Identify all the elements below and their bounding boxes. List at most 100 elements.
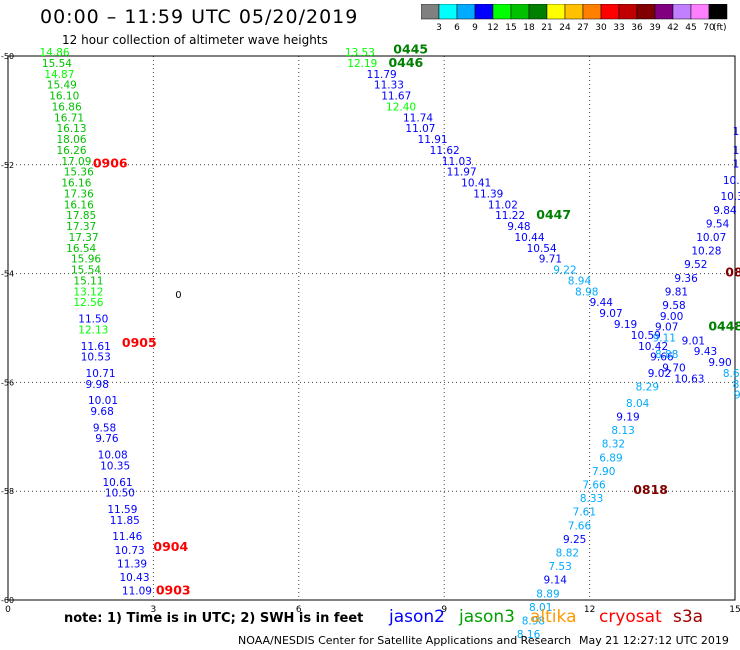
wave-height-value: 9.14 bbox=[544, 575, 568, 587]
wave-height-value: 9.25 bbox=[563, 534, 586, 546]
wave-height-value: 9.07 bbox=[655, 322, 678, 334]
pass-time-label: 0445 bbox=[393, 41, 428, 56]
colorbar-tick-label: 70 bbox=[703, 23, 715, 33]
colorbar-tick-label: 33 bbox=[613, 23, 624, 33]
wave-height-value: 9.58 bbox=[662, 300, 685, 312]
wave-height-value: 10.61 bbox=[103, 477, 133, 489]
wave-height-value: 11.07 bbox=[405, 123, 435, 135]
wave-height-value: 11.67 bbox=[381, 91, 411, 103]
wave-height-value: 10.43 bbox=[119, 572, 149, 584]
wave-height-value: 8.88 bbox=[655, 349, 678, 361]
wave-height-value: 10.44 bbox=[514, 232, 544, 244]
wave-height-value: 17.37 bbox=[66, 221, 96, 233]
wave-height-value: 7.66 bbox=[582, 479, 606, 491]
colorbar-tick-label: 12 bbox=[487, 23, 498, 33]
wave-height-value: 8.13 bbox=[611, 425, 634, 437]
wave-height-value: 8.5 bbox=[733, 379, 740, 391]
wave-height-value: 15.54 bbox=[42, 58, 72, 70]
x-tick-label: 12 bbox=[584, 605, 595, 615]
page-subtitle: 12 hour collection of altimeter wave hei… bbox=[62, 33, 328, 47]
x-tick-label: 3 bbox=[151, 605, 157, 615]
page-title: 00:00 – 11:59 UTC 05/20/2019 bbox=[40, 6, 359, 28]
wave-height-value: 17.09 bbox=[61, 156, 91, 168]
colorbar-tick-label: 18 bbox=[523, 23, 535, 33]
wave-height-value: 8.04 bbox=[626, 398, 650, 410]
wave-height-value: 9 bbox=[734, 390, 740, 402]
wave-height-value: 11.74 bbox=[403, 112, 433, 124]
wave-height-value: 16.26 bbox=[56, 145, 86, 157]
wave-height-value: 17.37 bbox=[69, 232, 99, 244]
pass-time-label: 0905 bbox=[122, 335, 157, 350]
wave-height-value: 7.61 bbox=[573, 507, 596, 519]
contour-label: 0 bbox=[175, 290, 181, 301]
wave-height-value: 11.03 bbox=[442, 156, 472, 168]
pass-time-label: 0447 bbox=[536, 207, 571, 222]
wave-height-value: 9.54 bbox=[706, 218, 730, 230]
generation-timestamp: May 21 12:27:12 UTC 2019 bbox=[579, 634, 729, 647]
colorbar-unit: (ft) bbox=[713, 23, 727, 33]
wave-height-value: 10.01 bbox=[88, 395, 118, 407]
wave-height-value: 12.19 bbox=[347, 58, 377, 70]
wave-height-value: 7.66 bbox=[568, 520, 592, 532]
wave-height-value: 11.09 bbox=[122, 586, 152, 598]
wave-height-value: 8.32 bbox=[602, 439, 625, 451]
wave-height-value: 11.50 bbox=[78, 314, 108, 326]
wave-height-value: 10.38 bbox=[720, 191, 740, 203]
wave-height-value: 11.39 bbox=[117, 558, 147, 570]
wave-height-value: 9.68 bbox=[90, 406, 113, 418]
pass-time-label: 0446 bbox=[388, 55, 423, 70]
wave-height-value: 8.16 bbox=[517, 629, 541, 641]
wave-height-value: 8.98 bbox=[522, 615, 545, 627]
wave-height-value: 8.29 bbox=[636, 382, 659, 394]
wave-height-value: 10.07 bbox=[696, 232, 726, 244]
wave-height-value: 15.49 bbox=[47, 80, 77, 92]
colorbar-tick-label: 27 bbox=[577, 23, 588, 33]
satellite-jason2-label: jason2 bbox=[389, 607, 445, 627]
wave-height-value: 10.63 bbox=[674, 373, 704, 385]
credit-text: NOAA/NESDIS Center for Satellite Applica… bbox=[238, 634, 572, 647]
wave-height-value: 16.16 bbox=[64, 199, 94, 211]
wave-height-value: 9.84 bbox=[713, 205, 737, 217]
wave-height-value: 9.00 bbox=[660, 311, 683, 323]
wave-height-value: 9.76 bbox=[95, 433, 119, 445]
wave-height-value: 9.58 bbox=[93, 422, 116, 434]
wave-height-value: 17.85 bbox=[66, 210, 96, 222]
pass-time-label: 0448 bbox=[708, 319, 740, 334]
wave-height-value: 12.56 bbox=[73, 297, 103, 309]
wave-height-value: 6.89 bbox=[599, 452, 622, 464]
colorbar-tick-label: 36 bbox=[631, 23, 643, 33]
wave-height-value: 10.54 bbox=[527, 243, 557, 255]
wave-height-value: 7.53 bbox=[548, 561, 571, 573]
satellite-altika-label: altika bbox=[530, 607, 577, 627]
colorbar-tick-label: 3 bbox=[436, 23, 442, 33]
wave-height-value: 8.89 bbox=[536, 588, 559, 600]
colorbar-tick-label: 21 bbox=[541, 23, 552, 33]
wave-height-value: 9.19 bbox=[614, 319, 637, 331]
wave-height-value: 11.46 bbox=[112, 531, 142, 543]
wave-height-value: 9.71 bbox=[539, 254, 562, 266]
wave-height-value: 15.11 bbox=[73, 275, 103, 287]
wave-height-value: 9.98 bbox=[86, 379, 109, 391]
wave-height-value: 11.33 bbox=[374, 80, 404, 92]
wave-height-value: 10.73 bbox=[115, 545, 145, 557]
wave-height-value: 9.02 bbox=[648, 368, 671, 380]
colorbar-tick-label: 42 bbox=[667, 23, 678, 33]
wave-height-value: 9.07 bbox=[599, 308, 622, 320]
wave-height-value: 8.64 bbox=[723, 368, 740, 380]
wave-height-value: 9.81 bbox=[665, 286, 688, 298]
wave-height-value: 11.59 bbox=[107, 504, 137, 516]
wave-height-value: 9.44 bbox=[590, 297, 614, 309]
wave-height-value: 10.53 bbox=[81, 352, 111, 364]
wave-height-value: 10.59 bbox=[631, 330, 661, 342]
wave-height-value: 16.54 bbox=[66, 243, 96, 255]
x-tick-label: 6 bbox=[296, 605, 302, 615]
satellite-jason3-label: jason3 bbox=[459, 607, 515, 627]
wave-height-value: 9.70 bbox=[662, 363, 685, 375]
wave-height-value: 9.36 bbox=[674, 273, 698, 285]
wave-height-value: 8.33 bbox=[580, 493, 603, 505]
wave-height-value: 8.98 bbox=[575, 286, 598, 298]
wave-height-value: 10.28 bbox=[691, 246, 721, 258]
colorbar-tick-label: 30 bbox=[595, 23, 607, 33]
x-tick-label: 0 bbox=[5, 605, 11, 615]
satellite-cryosat-label: cryosat bbox=[599, 607, 662, 627]
